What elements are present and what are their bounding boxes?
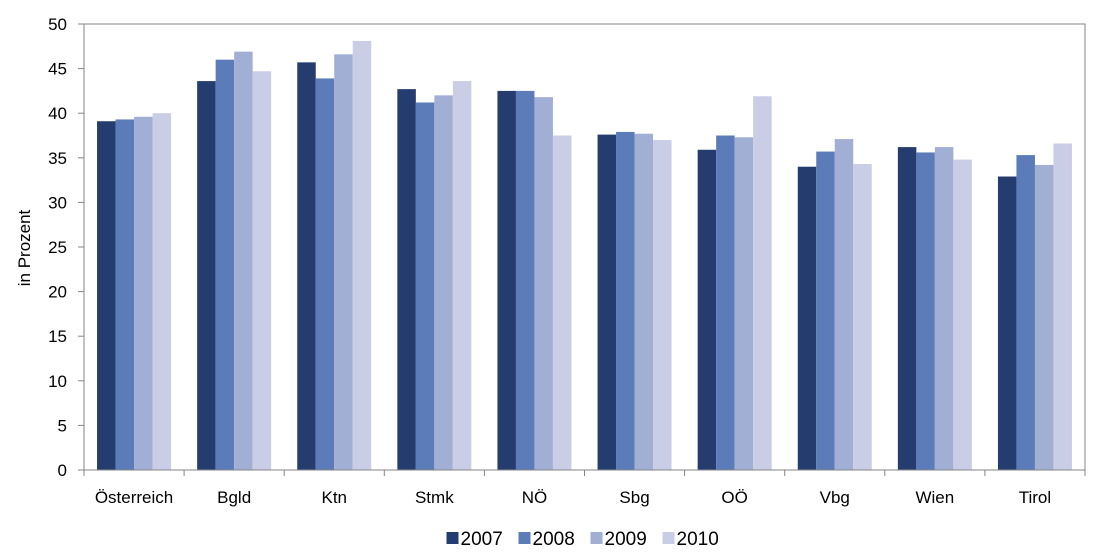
x-tick-label: Sbg — [619, 488, 649, 507]
bar-2010-2 — [352, 40, 372, 470]
x-tick-label: Wien — [915, 488, 954, 507]
bar-2007-2 — [297, 62, 316, 471]
x-tick-label: NÖ — [522, 488, 548, 507]
y-tick-label: 50 — [48, 15, 67, 34]
bar-2009-8 — [934, 147, 954, 470]
bar-2007-0 — [97, 121, 116, 470]
bar-2007-1 — [197, 81, 216, 470]
legend-label-2008: 2008 — [533, 529, 575, 550]
bar-2008-9 — [1016, 155, 1035, 470]
x-tick-label: Stmk — [415, 488, 454, 507]
bar-2008-3 — [415, 102, 435, 470]
bar-2007-9 — [997, 176, 1017, 470]
bar-2007-6 — [697, 149, 717, 470]
legend-label-2010: 2010 — [677, 529, 719, 550]
y-tick-label: 20 — [48, 283, 67, 302]
bar-2010-8 — [953, 159, 972, 470]
bar-2008-6 — [716, 135, 735, 470]
bar-2009-9 — [1034, 164, 1054, 470]
bar-2008-8 — [916, 152, 935, 470]
bar-2010-7 — [853, 164, 872, 471]
bar-2007-8 — [897, 147, 917, 470]
x-tick-label: Tirol — [1019, 488, 1051, 507]
bar-2010-3 — [452, 81, 472, 470]
y-tick-label: 10 — [48, 372, 67, 391]
bar-2007-7 — [797, 166, 817, 470]
legend-label-2007: 2007 — [461, 529, 503, 550]
x-tick-label: Vbg — [820, 488, 850, 507]
legend-swatch-2010 — [662, 532, 675, 544]
bar-2008-4 — [515, 90, 535, 471]
bar-2009-5 — [634, 133, 654, 470]
bar-2007-3 — [397, 89, 416, 471]
y-tick-labels: 0 5 10 15 20 25 30 35 40 45 50 — [48, 15, 67, 480]
y-tick-label: 30 — [48, 193, 67, 212]
bar-2010-9 — [1053, 143, 1072, 470]
bar-2008-2 — [315, 78, 335, 470]
y-tick-label: 5 — [58, 416, 67, 435]
legend-swatch-2007 — [446, 532, 459, 544]
bar-2009-0 — [134, 116, 153, 471]
bar-2010-4 — [552, 135, 572, 470]
x-tick-label: Österreich — [95, 488, 173, 507]
bar-2007-4 — [497, 90, 516, 471]
bar-2010-5 — [653, 139, 672, 470]
bars-group — [97, 40, 1072, 471]
x-tick-label: OÖ — [721, 488, 747, 507]
y-tick-label: 25 — [48, 238, 67, 257]
y-axis-title: in Prozent — [15, 209, 34, 286]
y-tick-label: 45 — [48, 60, 67, 79]
bar-2010-0 — [152, 113, 172, 470]
axes-group — [78, 23, 1086, 476]
bar-2010-6 — [753, 96, 772, 470]
bar-2008-1 — [215, 59, 235, 471]
x-tick-labels: Österreich Bgld Ktn Stmk NÖ Sbg OÖ Vbg Wien Tirol — [95, 488, 1051, 507]
legend: 2007 2008 2009 2010 — [446, 529, 719, 550]
bar-2009-6 — [734, 137, 754, 470]
x-tick-label: Ktn — [321, 488, 347, 507]
legend-label-2009: 2009 — [605, 529, 647, 550]
bar-2009-7 — [834, 139, 854, 470]
bar-2008-5 — [616, 131, 635, 470]
bar-2009-1 — [234, 51, 253, 471]
bar-2007-5 — [597, 134, 617, 471]
y-tick-label: 0 — [58, 461, 67, 480]
y-tick-label: 35 — [48, 149, 67, 168]
bar-2009-3 — [434, 95, 453, 471]
x-tick-label: Bgld — [217, 488, 251, 507]
bar-2008-0 — [115, 119, 135, 470]
bar-2009-2 — [334, 54, 353, 470]
bar-2008-7 — [816, 151, 835, 470]
bar-2010-1 — [252, 71, 272, 470]
legend-swatch-2008 — [518, 532, 531, 544]
y-tick-label: 40 — [48, 104, 67, 123]
bar-2009-4 — [534, 97, 553, 470]
y-tick-label: 15 — [48, 327, 67, 346]
legend-swatch-2009 — [590, 532, 603, 544]
